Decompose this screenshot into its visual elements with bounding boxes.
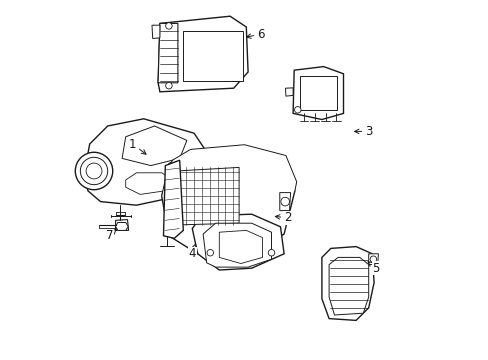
Circle shape [369, 256, 376, 262]
Polygon shape [174, 167, 239, 225]
Circle shape [206, 249, 213, 256]
Polygon shape [158, 23, 178, 83]
Polygon shape [183, 31, 242, 81]
Polygon shape [162, 148, 294, 254]
Circle shape [75, 152, 113, 190]
Polygon shape [300, 76, 337, 110]
Polygon shape [368, 254, 378, 265]
Polygon shape [158, 16, 247, 92]
Polygon shape [279, 193, 290, 211]
Circle shape [294, 107, 301, 113]
Circle shape [280, 197, 289, 206]
Text: 1: 1 [129, 138, 146, 154]
Circle shape [165, 23, 172, 29]
Polygon shape [152, 25, 160, 39]
Polygon shape [219, 230, 262, 264]
Text: 7: 7 [105, 229, 116, 242]
Circle shape [165, 82, 172, 89]
Polygon shape [321, 247, 373, 320]
Polygon shape [115, 220, 128, 230]
Circle shape [268, 249, 274, 256]
Text: 6: 6 [246, 28, 264, 41]
Polygon shape [328, 257, 368, 315]
Text: 2: 2 [275, 211, 291, 224]
Polygon shape [115, 222, 128, 230]
Polygon shape [162, 145, 296, 196]
Polygon shape [203, 223, 271, 267]
Text: 3: 3 [354, 125, 372, 138]
Polygon shape [84, 119, 208, 205]
Polygon shape [122, 126, 186, 166]
Polygon shape [125, 173, 172, 194]
Polygon shape [285, 88, 292, 96]
Polygon shape [163, 160, 183, 238]
Text: 5: 5 [367, 262, 379, 275]
Polygon shape [192, 214, 284, 270]
Polygon shape [292, 67, 343, 120]
Text: 4: 4 [188, 244, 196, 260]
